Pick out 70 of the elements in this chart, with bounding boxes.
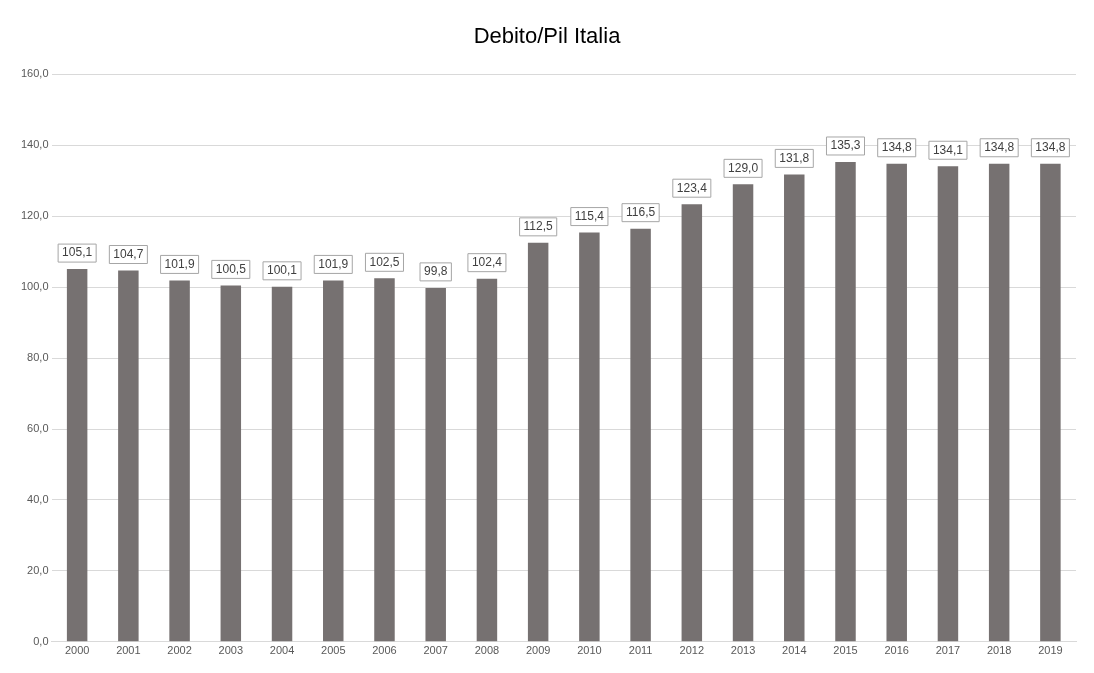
x-tick-label: 2016 <box>884 644 909 657</box>
x-tick-label: 2013 <box>730 644 756 657</box>
data-label: 102,5 <box>369 254 400 269</box>
bar <box>886 163 907 642</box>
y-tick-label: 100,0 <box>21 280 49 293</box>
x-tick-label: 2017 <box>935 644 961 657</box>
x-tick-label: 2007 <box>423 644 448 657</box>
x-tick-label: 2010 <box>577 644 602 657</box>
data-label: 123,4 <box>676 180 708 195</box>
y-tick-label: 120,0 <box>21 209 49 222</box>
y-tick-label: 140,0 <box>21 138 49 151</box>
x-tick-label: 2011 <box>628 644 653 657</box>
x-tick-label: 2012 <box>679 644 705 657</box>
data-label: 101,9 <box>318 256 349 271</box>
bar <box>784 174 805 642</box>
y-tick-label: 60,0 <box>27 422 49 435</box>
bar <box>988 163 1010 642</box>
y-tick-label: 0,0 <box>33 634 49 647</box>
bar <box>425 287 446 642</box>
bar <box>527 242 549 642</box>
data-label: 105,1 <box>62 245 93 260</box>
y-tick-label: 160,0 <box>21 67 49 80</box>
data-label: 135,3 <box>830 138 861 153</box>
data-label: 112,5 <box>523 219 554 234</box>
x-tick-label: 2001 <box>116 644 141 657</box>
bar <box>118 270 139 642</box>
y-tick-label: 20,0 <box>27 563 49 576</box>
data-label: 100,5 <box>215 261 247 276</box>
x-tick-label: 2004 <box>269 644 295 657</box>
bar <box>835 161 856 642</box>
bar <box>681 204 703 642</box>
data-label: 134,8 <box>881 140 913 155</box>
x-tick-label: 2002 <box>167 644 192 657</box>
bar <box>630 228 651 642</box>
data-label: 134,8 <box>984 140 1015 155</box>
data-label: 129,0 <box>728 160 759 175</box>
x-tick-label: 2008 <box>474 644 500 657</box>
bar <box>1040 163 1061 642</box>
chart-title: Debito/Pil Italia <box>473 23 622 49</box>
bar <box>271 286 293 642</box>
y-tick-label: 80,0 <box>27 351 49 364</box>
x-tick-label: 2005 <box>321 644 346 657</box>
x-tick-label: 2009 <box>525 644 551 657</box>
bar <box>579 232 600 642</box>
bar <box>169 280 190 642</box>
x-tick-label: 2018 <box>986 644 1012 657</box>
bar <box>66 269 88 642</box>
bar <box>220 285 242 642</box>
data-label: 134,1 <box>932 142 964 157</box>
x-tick-label: 2014 <box>782 644 807 657</box>
data-label: 102,4 <box>471 254 503 269</box>
bar <box>476 278 498 642</box>
x-tick-label: 2019 <box>1038 644 1063 657</box>
bar <box>374 278 395 642</box>
y-tick-label: 40,0 <box>27 492 49 505</box>
bar <box>323 280 344 642</box>
data-label: 131,8 <box>779 150 810 165</box>
data-label: 104,7 <box>113 246 144 261</box>
bar <box>732 184 754 642</box>
x-tick-label: 2006 <box>372 644 397 657</box>
data-label: 115,4 <box>574 208 605 223</box>
bar <box>937 166 959 642</box>
data-label: 116,5 <box>626 204 656 219</box>
data-label: 100,1 <box>267 263 298 278</box>
data-label: 134,8 <box>1035 140 1066 155</box>
data-label: 99,8 <box>424 264 448 279</box>
data-label: 101,9 <box>164 256 195 271</box>
x-tick-label: 2003 <box>218 644 244 657</box>
x-tick-label: 2015 <box>833 644 858 657</box>
x-tick-label: 2000 <box>64 644 90 657</box>
